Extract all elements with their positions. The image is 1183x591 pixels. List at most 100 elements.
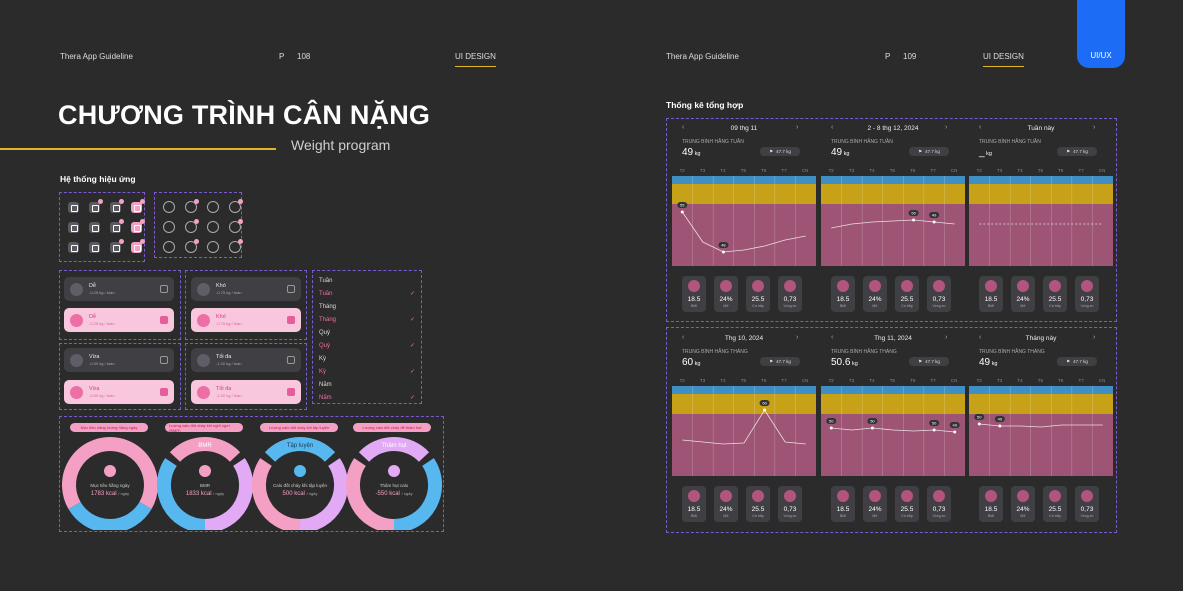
period-item[interactable]: Tháng: [319, 301, 415, 314]
metric-card[interactable]: 24% Mỡ: [1011, 486, 1035, 522]
target-badge[interactable]: ⚑ 47.7 kg: [1057, 147, 1097, 156]
difficulty-card[interactable]: Dễ -0.25 kg / tuần: [64, 277, 174, 301]
period-item-selected[interactable]: Tháng ✓: [319, 314, 415, 327]
target-badge[interactable]: ⚑ 47.7 kg: [909, 357, 949, 366]
metric-value: 25.5: [900, 296, 914, 303]
uiux-tab[interactable]: UI/UX: [1077, 0, 1125, 68]
metric-card[interactable]: 0,73 Vòng eo: [927, 276, 951, 312]
difficulty-card-selected[interactable]: Tối đa -1.00 kg / tuần: [191, 380, 301, 404]
metric-card[interactable]: 18.5 BMI: [831, 276, 855, 312]
weight-point[interactable]: [721, 250, 725, 254]
metric-card[interactable]: 24% Mỡ: [714, 486, 738, 522]
weight-point[interactable]: [998, 424, 1002, 428]
metric-card[interactable]: 25.5 Cơ bắp: [746, 276, 770, 312]
period-item-selected[interactable]: Kỳ ✓: [319, 366, 415, 379]
target-badge[interactable]: ⚑ 47.7 kg: [760, 357, 800, 366]
period-item-selected[interactable]: Năm ✓: [319, 392, 415, 405]
next-period-icon[interactable]: ›: [945, 334, 948, 341]
day-label: CN: [1098, 168, 1106, 173]
metric-card[interactable]: 24% Mỡ: [863, 486, 887, 522]
prev-period-icon[interactable]: ‹: [831, 334, 834, 341]
target-value: 47.7 kg: [776, 359, 791, 364]
weight-point[interactable]: [912, 218, 916, 222]
day-label: T6: [1058, 168, 1064, 173]
weight-point[interactable]: [870, 426, 874, 430]
donut-value: -550 kcal: [375, 491, 400, 497]
period-item-selected[interactable]: Quý ✓: [319, 340, 415, 353]
metric-card[interactable]: 18.5 BMI: [682, 276, 706, 312]
next-period-icon[interactable]: ›: [796, 124, 799, 131]
waist-icon: [933, 280, 945, 292]
weight-point[interactable]: [953, 430, 957, 434]
next-period-icon[interactable]: ›: [945, 124, 948, 131]
card-checkbox[interactable]: [160, 316, 168, 324]
icon-state-grid: [59, 192, 145, 262]
difficulty-card-selected[interactable]: Dễ -0.25 kg / tuần: [64, 308, 174, 332]
prev-period-icon[interactable]: ‹: [682, 124, 685, 131]
card-checkbox[interactable]: [160, 285, 168, 293]
period-item[interactable]: Tuần: [319, 275, 415, 288]
weight-point[interactable]: [829, 426, 833, 430]
metric-card[interactable]: 25.5 Cơ bắp: [895, 486, 919, 522]
point-label: 50: [870, 419, 875, 424]
avg-label: TRUNG BÌNH HẰNG TUẦN: [682, 139, 744, 145]
day-label: T7: [930, 168, 936, 173]
metric-card[interactable]: 24% Mỡ: [714, 276, 738, 312]
difficulty-card[interactable]: Tối đa -1.00 kg / tuần: [191, 348, 301, 372]
prev-period-icon[interactable]: ‹: [831, 124, 834, 131]
metric-card[interactable]: 24% Mỡ: [863, 276, 887, 312]
card-checkbox[interactable]: [287, 388, 295, 396]
metric-card[interactable]: 0,73 Vòng eo: [778, 486, 802, 522]
donut-pill: Mục tiêu năng lượng hằng ngày: [70, 423, 148, 432]
metric-card[interactable]: 24% Mỡ: [1011, 276, 1035, 312]
weight-point[interactable]: [680, 210, 684, 214]
metric-card[interactable]: 18.5 BMI: [979, 276, 1003, 312]
difficulty-card[interactable]: Khó -0.75 kg / tuần: [191, 277, 301, 301]
donut-segment: [358, 437, 430, 463]
metric-card[interactable]: 0,73 Vòng eo: [778, 276, 802, 312]
waist-icon: [933, 490, 945, 502]
target-badge[interactable]: ⚑ 47.7 kg: [1057, 357, 1097, 366]
metric-card[interactable]: 18.5 BMI: [682, 486, 706, 522]
card-checkbox[interactable]: [287, 316, 295, 324]
period-item[interactable]: Quý: [319, 327, 415, 340]
calendar-icon: [131, 219, 145, 233]
target-badge[interactable]: ⚑ 47.7 kg: [760, 147, 800, 156]
difficulty-card-selected[interactable]: Vừa -0.50 kg / tuần: [64, 380, 174, 404]
prev-period-icon[interactable]: ‹: [979, 124, 982, 131]
period-item[interactable]: Năm: [319, 379, 415, 392]
metric-card[interactable]: 18.5 BMI: [831, 486, 855, 522]
metric-card[interactable]: 0,73 Vòng eo: [1075, 276, 1099, 312]
metric-card[interactable]: 25.5 Cơ bắp: [1043, 276, 1067, 312]
metric-card[interactable]: 18.5 BMI: [979, 486, 1003, 522]
card-checkbox[interactable]: [287, 356, 295, 364]
next-period-icon[interactable]: ›: [796, 334, 799, 341]
difficulty-card[interactable]: Vừa -0.50 kg / tuần: [64, 348, 174, 372]
metric-value: 24%: [868, 296, 882, 303]
next-period-icon[interactable]: ›: [1093, 334, 1096, 341]
card-checkbox[interactable]: [160, 356, 168, 364]
metric-card[interactable]: 25.5 Cơ bắp: [1043, 486, 1067, 522]
metric-card[interactable]: 25.5 Cơ bắp: [895, 276, 919, 312]
weight-point[interactable]: [763, 408, 767, 412]
period-item[interactable]: Kỳ: [319, 353, 415, 366]
weight-point[interactable]: [932, 428, 936, 432]
metric-card[interactable]: 0,73 Vòng eo: [927, 486, 951, 522]
period-item-selected[interactable]: Tuần ✓: [319, 288, 415, 301]
donut-pill: Lượng calo đốt cháy khi nghỉ ngơi (BMR): [165, 423, 243, 433]
target-badge[interactable]: ⚑ 47.7 kg: [909, 147, 949, 156]
weight-point[interactable]: [977, 422, 981, 426]
next-period-icon[interactable]: ›: [1093, 124, 1096, 131]
weight-point[interactable]: [932, 220, 936, 224]
prev-period-icon[interactable]: ‹: [682, 334, 685, 341]
prev-period-icon[interactable]: ‹: [979, 334, 982, 341]
flag-icon: ⚑: [918, 148, 923, 154]
calendar-icon: [89, 242, 100, 253]
day-label: T2: [828, 168, 834, 173]
metric-card[interactable]: 0,73 Vòng eo: [1075, 486, 1099, 522]
card-checkbox[interactable]: [160, 388, 168, 396]
waist-icon: [784, 280, 796, 292]
card-checkbox[interactable]: [287, 285, 295, 293]
metric-card[interactable]: 25.5 Cơ bắp: [746, 486, 770, 522]
difficulty-card-selected[interactable]: Khó -0.75 kg / tuần: [191, 308, 301, 332]
